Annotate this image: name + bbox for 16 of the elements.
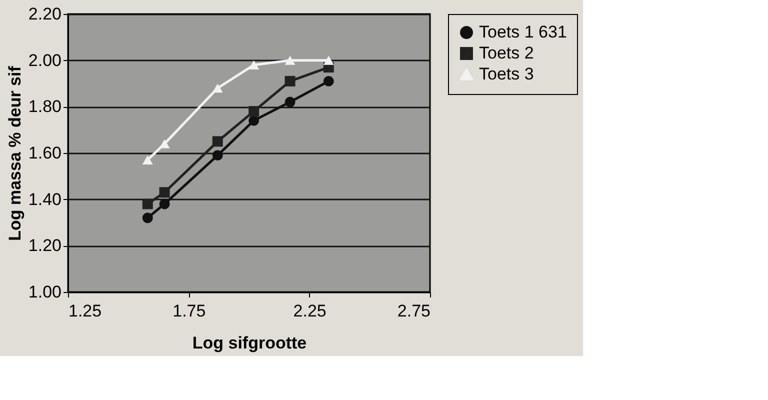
y-tick-label: 2.00 (28, 50, 62, 70)
y-tick-label: 1.80 (28, 97, 62, 116)
y-tick-label: 1.40 (28, 190, 62, 209)
y-tick-label: 1.60 (28, 144, 62, 162)
x-tick-label: 2.75 (397, 302, 430, 320)
legend-label: Toets 3 (479, 64, 534, 84)
y-tick-label: 1.00 (28, 282, 62, 302)
x-axis-title: Log sifgrootte (192, 334, 307, 352)
y-tick-label: 1.20 (28, 236, 62, 256)
x-tick-label: 2.25 (293, 302, 326, 320)
legend-label: Toets 2 (479, 44, 534, 62)
y-axis-title: Log massa % deur sif (5, 66, 24, 241)
x-tick-label: 1.25 (68, 302, 102, 320)
legend-label: Toets 1 631 (479, 22, 567, 42)
y-tick-label: 2.20 (28, 4, 62, 24)
x-tick-label: 1.75 (172, 302, 206, 320)
